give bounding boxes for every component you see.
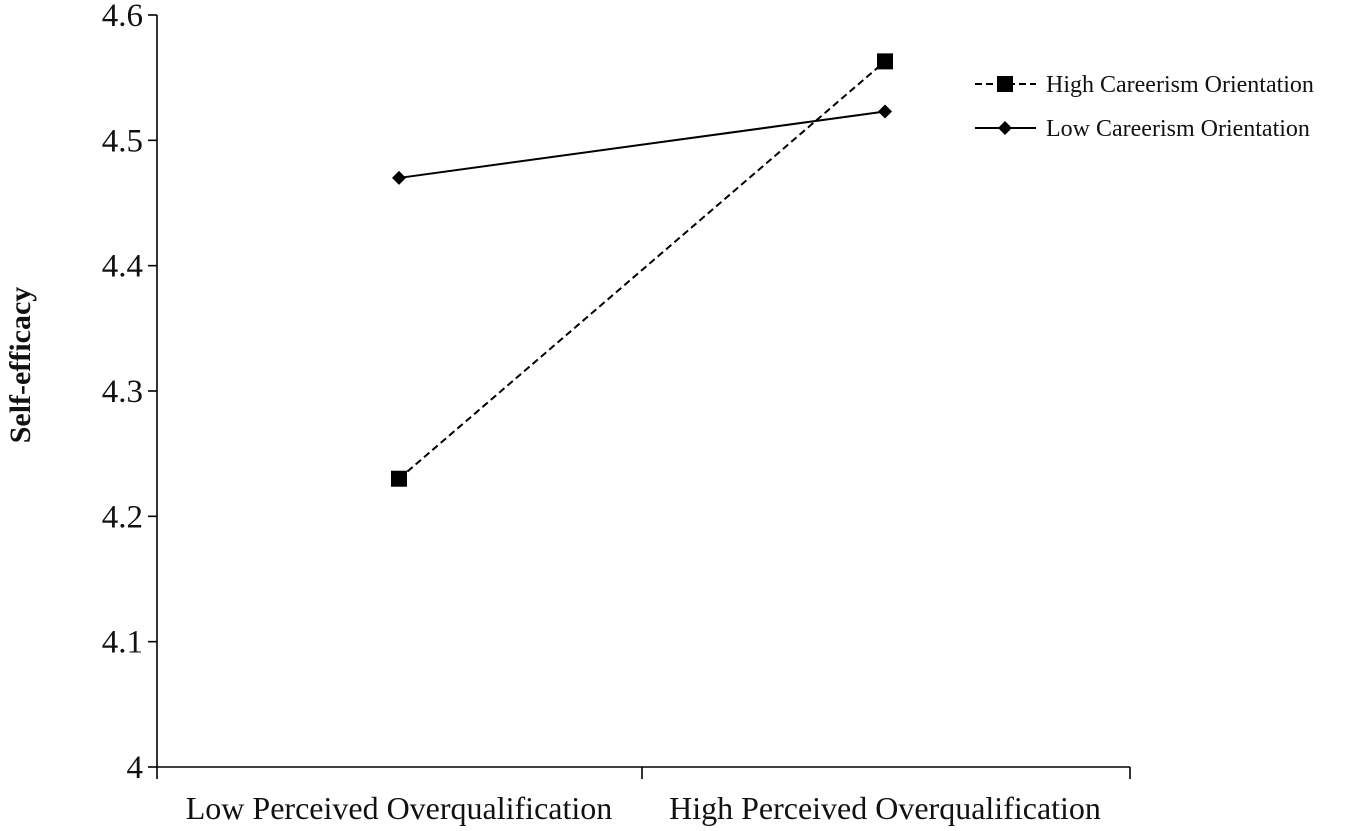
y-tick-label: 4.6 <box>102 0 143 34</box>
x-axis-ticks: Low Perceived Overqualification High Perc… <box>156 767 1131 826</box>
data-point-marker <box>878 104 892 119</box>
y-tick-label: 4.1 <box>102 625 143 661</box>
y-tick-label: 4.5 <box>102 123 143 159</box>
y-tick-label: 4.2 <box>102 499 143 535</box>
legend-item: High Careerism Orientation <box>975 72 1314 98</box>
data-point-marker <box>392 170 406 185</box>
legend-item: Low Careerism Orientation <box>975 116 1310 142</box>
chart-axes: 4 4.1 4.2 4.3 4.4 4.5 4.6 Low Perceived Overqu… <box>102 0 1131 826</box>
chart-series <box>391 53 893 487</box>
series-low-careerism <box>392 104 892 185</box>
legend-label: High Careerism Orientation <box>1046 72 1314 98</box>
data-point-marker <box>877 53 893 70</box>
data-point-marker <box>391 470 407 487</box>
y-tick-label: 4.3 <box>102 374 143 410</box>
y-tick-label: 4.4 <box>102 249 143 285</box>
y-axis-ticks: 4 4.1 4.2 4.3 4.4 4.5 4.6 <box>102 0 157 786</box>
series-line <box>398 110 886 179</box>
x-tick-label: Low Perceived Overqualification <box>186 790 613 826</box>
y-axis-title: Self-efficacy <box>4 287 37 444</box>
y-tick-label: 4 <box>127 750 144 786</box>
legend-marker <box>997 76 1013 92</box>
chart-legend: High Careerism Orientation Low Careerism … <box>975 72 1314 142</box>
x-tick-label: High Perceived Overqualification <box>669 790 1101 826</box>
legend-label: Low Careerism Orientation <box>1046 116 1310 142</box>
series-line <box>398 60 886 480</box>
legend-marker <box>998 121 1012 135</box>
series-high-careerism <box>391 53 893 487</box>
